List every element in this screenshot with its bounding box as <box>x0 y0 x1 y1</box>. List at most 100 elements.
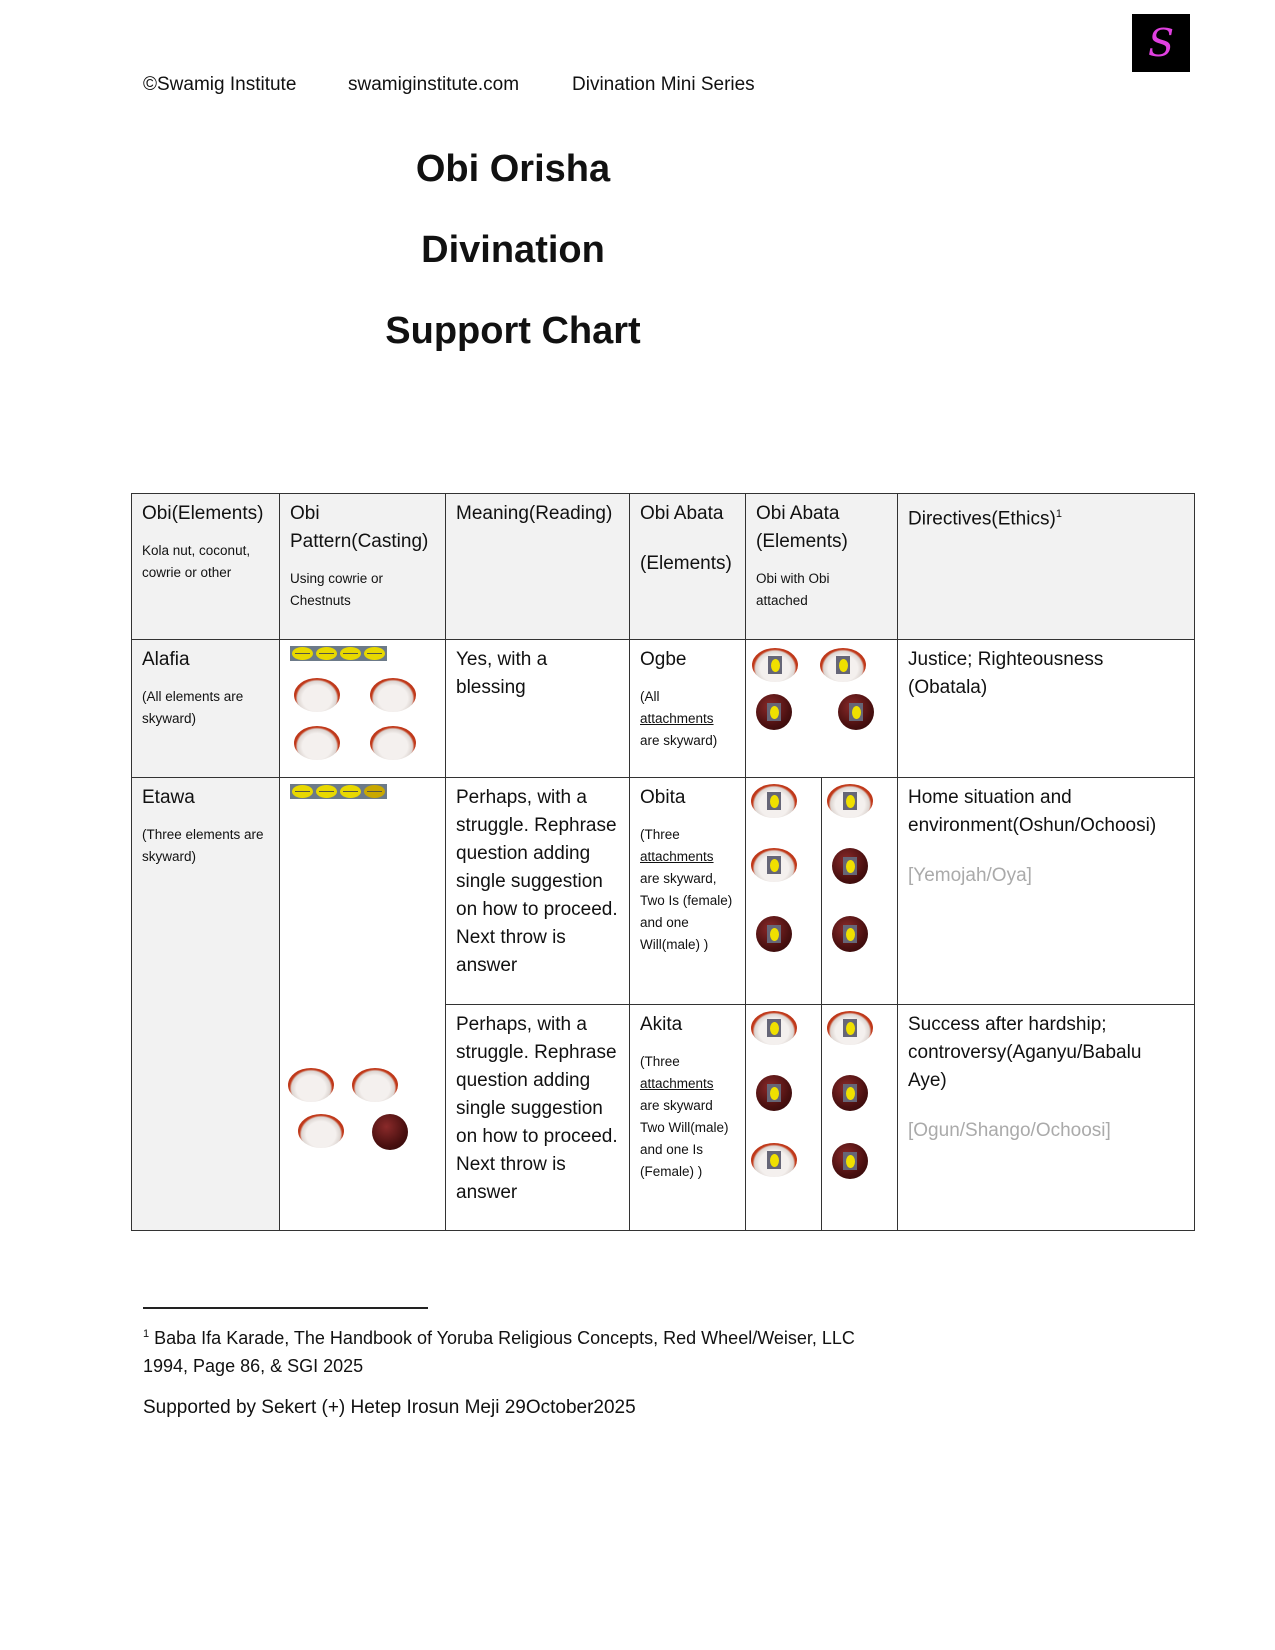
coconut-icon <box>352 1068 398 1102</box>
column-title: Obi(Elements) <box>142 503 264 524</box>
column-note: Using cowrie or Chestnuts <box>290 571 384 608</box>
abata-note: (All <box>640 689 660 704</box>
row-alafia-name: Alafia (All elements are skyward) <box>132 640 280 778</box>
footnote-separator <box>143 1307 428 1309</box>
coconut-cowrie-icon <box>827 784 873 818</box>
element-name: Etawa <box>142 787 195 808</box>
row-akita-directive: Success after hardship; controversy(Agan… <box>898 1005 1195 1231</box>
column-title: Obi Abata <box>640 503 724 524</box>
row-etawa-meaning: Perhaps, with a struggle. Rephrase quest… <box>446 778 630 1005</box>
cowrie-closed-icon <box>340 647 361 660</box>
row-alafia-meaning: Yes, with a blessing <box>446 640 630 778</box>
support-chart-table: Obi(Elements) Kola nut, coconut, cowrie … <box>131 493 1195 1231</box>
cowrie-strip <box>290 646 387 661</box>
column-note: Kola nut, coconut, cowrie or other <box>142 543 251 580</box>
abata-name: Ogbe <box>640 649 687 670</box>
kola-cowrie-icon <box>756 694 792 730</box>
website: swamiginstitute.com <box>348 74 520 95</box>
column-title: Obi Abata <box>756 503 840 524</box>
cowrie-open-icon <box>364 785 385 798</box>
row-obita-elements-b <box>822 778 898 1005</box>
row-etawa-name: Etawa (Three elements are skyward) <box>132 778 280 1231</box>
header-obi-elements: Obi(Elements) Kola nut, coconut, cowrie … <box>132 494 280 640</box>
cowrie-closed-icon <box>364 647 385 660</box>
cowrie-icon <box>849 703 863 721</box>
column-title: Meaning(Reading) <box>456 503 613 524</box>
coconut-icon <box>288 1068 334 1102</box>
header-directives: Directives(Ethics)1 <box>898 494 1195 640</box>
directive-orishas: [Yemojah/Oya] <box>908 865 1032 886</box>
kola-cowrie-icon <box>832 848 868 884</box>
column-note: Obi with Obi attached <box>756 571 830 608</box>
abata-note: are skyward) <box>640 733 718 748</box>
row-obita-abata: Obita (Three attachments are skyward, Two … <box>630 778 746 1005</box>
coconut-cowrie-icon <box>751 848 797 882</box>
logo-glyph: S <box>1147 21 1175 65</box>
row-obita-directive: Home situation and environment(Oshun/Och… <box>898 778 1195 1005</box>
row-alafia-abata: Ogbe (All attachments are skyward) <box>630 640 746 778</box>
element-name: Alafia <box>142 649 190 670</box>
cowrie-icon <box>767 1151 781 1169</box>
coconut-cowrie-icon <box>820 648 866 682</box>
footnote-number: 1 <box>143 1328 150 1340</box>
element-note: (Three elements are skyward) <box>142 827 264 864</box>
cowrie-closed-icon <box>292 647 313 660</box>
column-title: Obi <box>290 503 320 524</box>
kola-cowrie-icon <box>756 916 792 952</box>
abata-note: attachments <box>640 1076 714 1091</box>
cowrie-icon <box>843 1084 857 1102</box>
footnote: 1 Baba Ifa Karade, The Handbook of Yorub… <box>143 1320 863 1380</box>
cowrie-icon <box>767 925 781 943</box>
cowrie-icon <box>843 925 857 943</box>
title-line-3: Support Chart <box>385 310 641 352</box>
kola-cowrie-icon <box>832 916 868 952</box>
coconut-icon <box>370 726 416 760</box>
header-obi-pattern: Obi Pattern(Casting) Using cowrie or Che… <box>280 494 446 640</box>
directive-text: Success after hardship; controversy(Agan… <box>908 1014 1142 1091</box>
element-note: (All elements are skyward) <box>142 689 244 726</box>
header-meaning: Meaning(Reading) <box>446 494 630 640</box>
cowrie-icon <box>767 703 781 721</box>
cowrie-icon <box>768 656 782 674</box>
kola-cowrie-icon <box>838 694 874 730</box>
kola-cowrie-icon <box>756 1075 792 1111</box>
row-alafia-abata-elements <box>746 640 898 778</box>
coconut-icon <box>294 726 340 760</box>
kola-cowrie-icon <box>832 1075 868 1111</box>
header-obi-abata: Obi Abata (Elements) <box>630 494 746 640</box>
footnote-text: Baba Ifa Karade, The Handbook of Yoruba … <box>143 1328 855 1376</box>
column-title: (Elements) <box>756 531 848 552</box>
cowrie-icon <box>836 656 850 674</box>
row-akita-abata: Akita (Three attachments are skyward Two W… <box>630 1005 746 1231</box>
title-line-1: Obi Orisha <box>415 148 611 190</box>
row-akita-elements-b <box>822 1005 898 1231</box>
coconut-icon <box>294 678 340 712</box>
column-title: Directives(Ethics) <box>908 508 1056 530</box>
row-alafia-directive: Justice; Righteousness (Obatala) <box>898 640 1195 778</box>
coconut-cowrie-icon <box>751 1143 797 1177</box>
row-akita-meaning: Perhaps, with a struggle. Rephrase quest… <box>446 1005 630 1231</box>
coconut-cowrie-icon <box>827 1011 873 1045</box>
abata-name: Akita <box>640 1014 683 1035</box>
cowrie-strip <box>290 784 387 799</box>
row-alafia-casting <box>280 640 446 778</box>
cowrie-closed-icon <box>316 785 337 798</box>
row-etawa-casting <box>280 778 446 1231</box>
series-name: Divination Mini Series <box>572 74 755 95</box>
logo: S <box>1132 14 1190 72</box>
cowrie-icon <box>843 857 857 875</box>
coconut-cowrie-icon <box>752 648 798 682</box>
cowrie-icon <box>767 856 781 874</box>
support-line: Supported by Sekert (+) Hetep Irosun Mej… <box>143 1397 636 1418</box>
abata-note: attachments <box>640 711 714 726</box>
cowrie-icon <box>843 1152 857 1170</box>
row-obita-elements-a <box>746 778 822 1005</box>
kola-icon <box>372 1114 408 1150</box>
coconut-cowrie-icon <box>751 1011 797 1045</box>
directive-text: Home situation and environment(Oshun/Och… <box>908 787 1157 836</box>
abata-note: (Three <box>640 827 680 842</box>
abata-name: Obita <box>640 787 686 808</box>
title-line-2: Divination <box>421 229 605 271</box>
cowrie-closed-icon <box>292 785 313 798</box>
cowrie-icon <box>767 792 781 810</box>
